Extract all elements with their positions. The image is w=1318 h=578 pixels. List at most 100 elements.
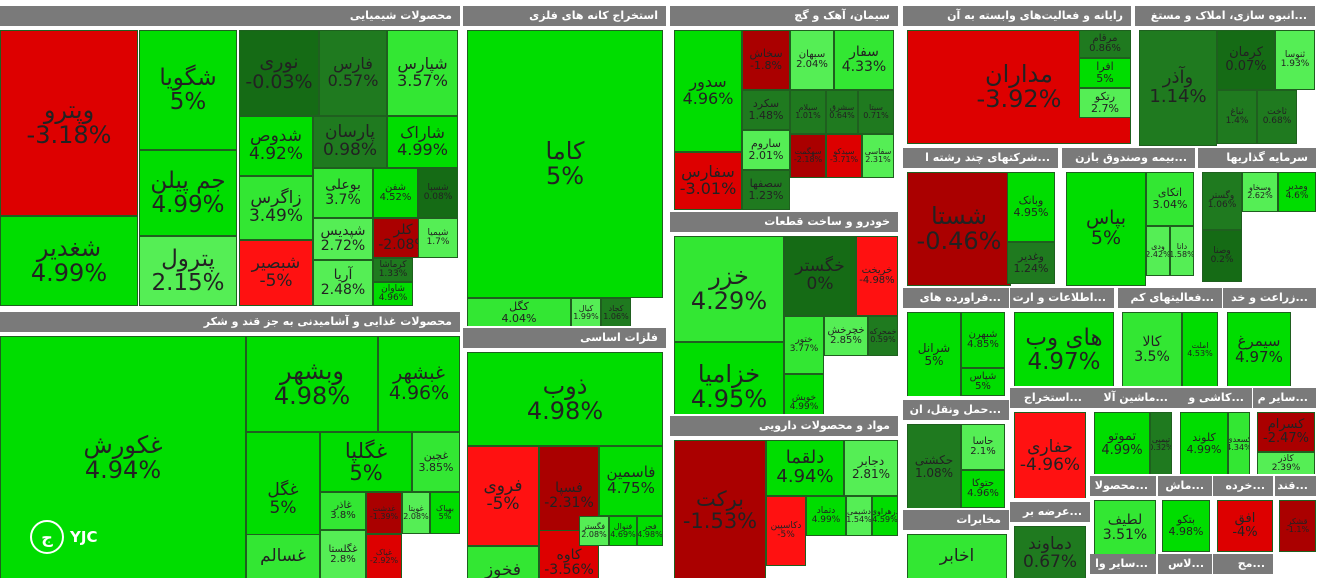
treemap-tile[interactable]: شبهرن 4.85% [961,312,1005,368]
treemap-tile[interactable]: شپارس 3.57% [387,30,458,116]
treemap-tile[interactable]: ذوب 4.98% [467,352,663,446]
treemap-tile[interactable]: برکت -1.53% [674,440,766,578]
treemap-tile[interactable]: شفن 4.52% [373,168,418,218]
treemap-tile[interactable]: کرماشا 1.33% [373,258,413,282]
treemap-tile[interactable]: زاگرس 3.49% [239,176,313,240]
treemap-tile[interactable]: شدوص 4.92% [239,116,313,176]
treemap-tile[interactable]: شپدیس 2.72% [313,218,373,260]
treemap-tile[interactable]: سیدکو -3.71% [826,134,862,178]
treemap-tile[interactable]: خریخت -4.98% [856,236,898,316]
treemap-tile[interactable]: های وب 4.97% [1014,312,1114,386]
treemap-tile[interactable]: شرانل 5% [907,312,961,396]
treemap-tile[interactable]: جم پیلن 4.99% [139,150,237,236]
treemap-tile[interactable]: شیمیا 1.7% [418,218,458,258]
treemap-tile[interactable]: پترول 2.15% [139,236,237,306]
treemap-tile[interactable]: وگستر 1.06% [1202,172,1242,230]
treemap-tile[interactable]: آریا 2.48% [313,260,373,306]
treemap-tile[interactable]: دتماد 4.99% [806,496,846,536]
treemap-tile[interactable]: نوری -0.03% [239,30,319,116]
treemap-tile[interactable]: خچرخش 2.85% [824,316,868,356]
treemap-tile[interactable]: شستا -0.46% [907,172,1011,286]
treemap-tile[interactable]: دلقما 4.94% [766,440,844,496]
treemap-tile[interactable]: بتکو 4.98% [1162,500,1210,552]
treemap-tile[interactable]: سبهان 2.04% [790,30,834,90]
treemap-tile[interactable]: اتکای 3.04% [1146,172,1194,226]
treemap-tile[interactable]: سشرق 0.64% [826,90,858,134]
treemap-tile[interactable]: سفاسی 2.31% [862,134,894,178]
treemap-tile[interactable]: فجر 4.98% [637,516,663,546]
treemap-tile[interactable]: کلوند 4.99% [1180,412,1228,474]
treemap-tile[interactable]: سکرد 1.48% [742,90,790,130]
treemap-tile[interactable]: غگلستا 2.8% [320,530,366,578]
treemap-tile[interactable]: رتکو 2.7% [1079,88,1131,118]
treemap-tile[interactable]: خویش 4.99% [784,374,824,414]
treemap-tile[interactable]: کرمان 0.07% [1217,30,1275,90]
treemap-tile[interactable]: دجابر 2.81% [844,440,898,496]
treemap-tile[interactable]: حفاری -4.96% [1014,412,1086,498]
treemap-tile[interactable]: کسرام -2.47% [1257,412,1315,452]
treemap-tile[interactable]: افرا 5% [1079,58,1131,88]
treemap-tile[interactable]: ثباغ 1.4% [1217,90,1257,144]
treemap-tile[interactable]: ثنوسا 1.93% [1275,30,1315,90]
treemap-tile[interactable]: دانا 1.58% [1170,226,1194,276]
treemap-tile[interactable]: سدور 4.96% [674,30,742,152]
treemap-tile[interactable]: سیمرغ 4.97% [1227,312,1291,386]
treemap-tile[interactable]: غپاک -2.92% [366,534,402,578]
treemap-tile[interactable]: قشکر -1.1% [1279,500,1316,552]
treemap-tile[interactable]: کگل 4.04% [467,298,571,326]
treemap-tile[interactable]: ختور 3.77% [784,316,824,374]
treemap-tile[interactable]: کسعدی4.34% [1228,412,1250,474]
treemap-tile[interactable]: املت 4.53% [1182,312,1218,386]
treemap-tile[interactable]: ودی 2.42% [1146,226,1170,276]
treemap-tile[interactable]: وپترو -3.18% [0,30,138,216]
treemap-tile[interactable]: حکشتی 1.08% [907,424,961,508]
treemap-tile[interactable]: دشیمی 1.54% [846,496,872,536]
treemap-tile[interactable]: کاما 5% [467,30,663,298]
treemap-tile[interactable]: بپاس 5% [1066,172,1146,286]
treemap-tile[interactable]: سفار 4.33% [834,30,894,90]
treemap-tile[interactable]: دزهراوی 4.59% [872,496,898,536]
treemap-tile[interactable]: مرقام 0.86% [1079,30,1131,58]
treemap-tile[interactable]: دکاسپین -5% [766,496,806,566]
treemap-tile[interactable]: سصفها 1.23% [742,170,790,210]
treemap-tile[interactable]: فارس 0.57% [319,30,387,116]
treemap-tile[interactable]: خمحرکه 0.59% [868,316,898,356]
treemap-tile[interactable]: خزر 4.29% [674,236,784,342]
treemap-tile[interactable]: فاسمین 4.75% [599,446,663,516]
treemap-tile[interactable]: شغدیر 4.99% [0,216,138,306]
treemap-tile[interactable]: وبشهر 4.98% [246,336,378,432]
treemap-tile[interactable]: لطیف 3.51% [1094,500,1156,556]
treemap-tile[interactable]: خگستر 0% [784,236,856,316]
treemap-tile[interactable]: غویتا 2.08% [402,492,430,534]
treemap-tile[interactable]: کالا 3.5% [1122,312,1182,386]
treemap-tile[interactable]: وآذر 1.14% [1139,30,1217,146]
treemap-tile[interactable]: ساروم 2.01% [742,130,790,170]
treemap-tile[interactable]: شسپا 0.08% [418,168,458,218]
treemap-tile[interactable]: فگستر 2.08% [579,516,609,546]
treemap-tile[interactable]: ومدیر 4.6% [1278,172,1316,212]
treemap-tile[interactable]: حتوکا 4.96% [961,470,1005,508]
treemap-tile[interactable]: افق -4% [1217,500,1273,552]
treemap-tile[interactable]: غسالم [246,534,320,578]
treemap-tile[interactable]: سخاش -1.8% [742,30,790,90]
treemap-tile[interactable]: غچین 3.85% [412,432,460,492]
treemap-tile[interactable]: اخابر [907,534,1007,578]
treemap-tile[interactable]: فخوز [467,546,539,578]
treemap-tile[interactable]: غدشت -1.39% [366,492,402,534]
treemap-tile[interactable]: ثاخت 0.68% [1257,90,1297,144]
treemap-tile[interactable]: فروی -5% [467,446,539,546]
treemap-tile[interactable]: فنوال 4.69% [609,516,637,546]
treemap-tile[interactable]: کجاد 1.06% [601,298,631,326]
treemap-tile[interactable]: وغدیر 1.24% [1007,242,1055,284]
treemap-tile[interactable]: غگلپا 5% [320,432,412,492]
treemap-tile[interactable]: غاذر 3.8% [320,492,366,530]
treemap-tile[interactable]: سیلام 1.01% [790,90,826,134]
treemap-tile[interactable]: کاوه -3.56% [539,530,599,578]
treemap-tile[interactable]: دماوند 0.67% [1014,526,1086,578]
treemap-tile[interactable]: وصنا 0.2% [1202,230,1242,282]
treemap-tile[interactable]: سهگمت -2.18% [790,134,826,178]
treemap-tile[interactable]: کیال 1.99% [571,298,601,326]
treemap-tile[interactable]: حاسا 2.1% [961,424,1005,470]
treemap-tile[interactable]: بوعلی 3.7% [313,168,373,218]
treemap-tile[interactable]: شاوان 4.96% [373,282,413,306]
